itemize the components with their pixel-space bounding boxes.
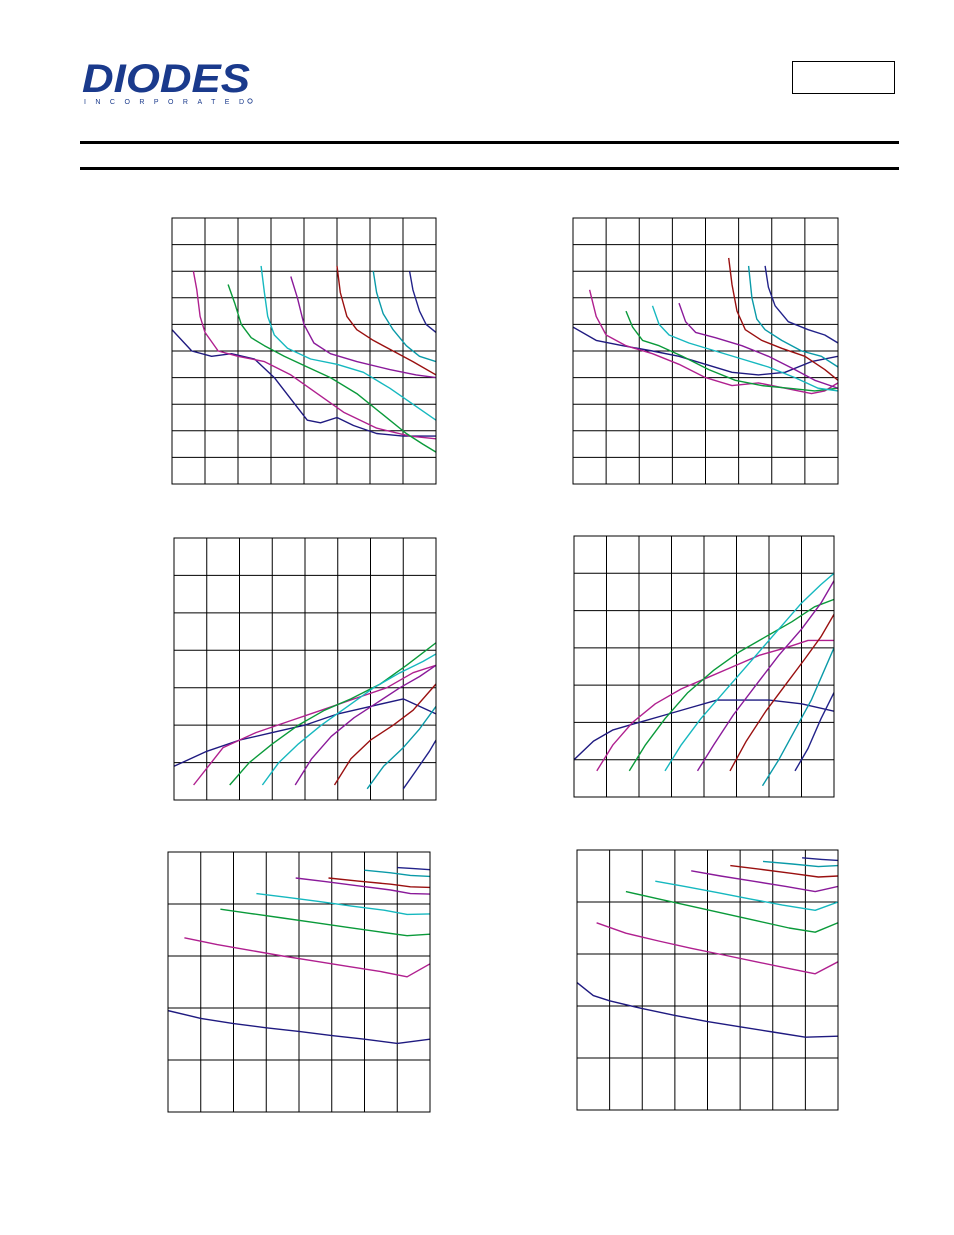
chart-middle-right [573, 535, 835, 798]
header-rule-top [80, 141, 899, 144]
series-line-4 [260, 265, 436, 421]
series-line-8 [794, 692, 834, 772]
series-line-5 [295, 877, 430, 895]
series-line-2 [596, 922, 838, 975]
chart-middle-left [173, 537, 437, 801]
series-line-7 [762, 860, 838, 868]
series-line-5 [691, 870, 838, 893]
series-line-4 [664, 572, 834, 772]
series-line-2 [184, 937, 430, 978]
chart-top-right [572, 217, 839, 485]
series-line-8 [802, 857, 838, 862]
series-line-6 [333, 683, 436, 786]
registered-icon [247, 98, 253, 104]
plot-frame [173, 537, 437, 801]
grid [574, 536, 834, 797]
plot-frame [573, 535, 835, 798]
series-line-6 [730, 864, 838, 878]
series-line-7 [372, 271, 436, 363]
plot-frame [171, 217, 437, 485]
plot-frame [167, 851, 431, 1113]
grid [573, 218, 838, 484]
part-number-box [792, 61, 895, 94]
series-line-3 [628, 598, 834, 772]
series-line-3 [227, 284, 436, 453]
series-line-5 [294, 664, 436, 786]
series-line-2 [596, 639, 834, 772]
grid [577, 850, 838, 1110]
series-line-8 [397, 866, 430, 871]
series-line-8 [764, 265, 838, 344]
series-line-4 [261, 653, 436, 786]
series-line-3 [220, 908, 430, 937]
series-line-3 [625, 890, 838, 933]
series-line-8 [408, 271, 436, 333]
series-line-2 [192, 271, 436, 440]
chart-bottom-left [167, 851, 431, 1113]
series-line-7 [366, 705, 436, 790]
series-line-4 [655, 880, 838, 911]
plot-frame [572, 217, 839, 485]
series-line-3 [625, 310, 838, 392]
series-line-6 [336, 265, 436, 376]
grid [174, 538, 436, 800]
series-line-4 [256, 892, 430, 916]
grid [172, 218, 436, 484]
series-line-8 [402, 739, 436, 790]
chart-top-left [171, 217, 437, 485]
brand-wordmark: DIODES [82, 60, 250, 101]
series-line-1 [168, 1009, 430, 1045]
series-line-6 [328, 877, 430, 889]
diodes-logo: DIODES INCORPORATED [82, 60, 253, 106]
series-line-5 [678, 302, 838, 389]
grid [168, 852, 430, 1112]
series-line-1 [574, 699, 834, 761]
series-line-7 [761, 647, 834, 787]
series-line-6 [729, 613, 834, 772]
series-line-3 [229, 642, 436, 786]
series-line-7 [364, 869, 430, 878]
chart-bottom-right [576, 849, 839, 1111]
series-line-1 [172, 329, 436, 437]
series-line-5 [696, 580, 834, 772]
series-line-5 [290, 276, 436, 379]
series-line-2 [588, 289, 838, 395]
series-line-4 [651, 305, 838, 392]
series-line-6 [728, 257, 838, 381]
series-line-2 [193, 664, 436, 786]
series-line-7 [747, 265, 838, 368]
header-rule-bottom [80, 167, 899, 170]
series-line-1 [174, 698, 436, 767]
plot-frame [576, 849, 839, 1111]
series-line-1 [577, 982, 838, 1038]
